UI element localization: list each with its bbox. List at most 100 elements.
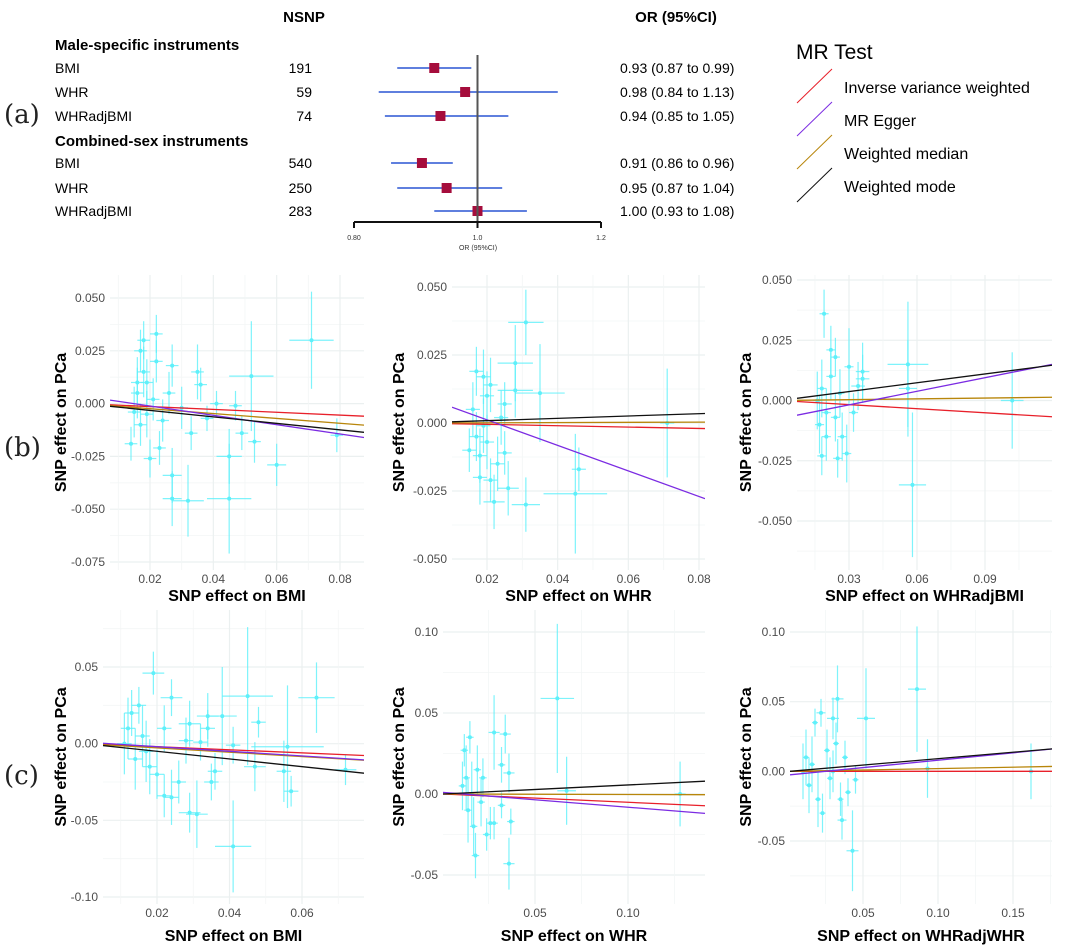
data-point (497, 363, 533, 418)
data-point (898, 340, 917, 437)
point-marker (523, 502, 528, 507)
scatter-panel-c3: 0.10 0.05 0.00 -0.05 0.05 0.10 0.15 SNP effect … (738, 610, 1052, 945)
point-marker (1010, 398, 1015, 403)
mr-lines (103, 742, 364, 774)
data-point (131, 357, 144, 408)
data-point (830, 337, 840, 377)
data-point (248, 420, 261, 463)
point-marker (252, 439, 257, 444)
data-point (117, 713, 132, 775)
row-label: WHRadjBMI (55, 108, 132, 124)
point-marker (844, 451, 849, 456)
data-point (837, 782, 844, 816)
point-marker (186, 498, 190, 503)
data-point (200, 405, 214, 432)
row-nsnp: 250 (289, 180, 313, 196)
row-or-text: 1.00 (0.93 to 1.08) (620, 203, 734, 219)
y-tick-label: -0.025 (758, 454, 792, 468)
data-point (207, 752, 223, 790)
data-point (479, 758, 487, 798)
point-marker (249, 374, 254, 379)
point-marker (828, 374, 833, 379)
point-marker (227, 496, 232, 501)
row-label: BMI (55, 60, 80, 76)
point-marker (170, 363, 175, 368)
data-point (157, 705, 172, 752)
y-tick-label: -0.05 (758, 834, 786, 848)
mr-line-weighted-mode (452, 412, 705, 423)
point-marker (817, 422, 822, 427)
point-marker (828, 347, 833, 352)
mr-line-inverse-variance-weighted (452, 423, 705, 430)
data-point (200, 709, 215, 747)
legend: MR Test Inverse variance weighted MR Egge… (796, 41, 1030, 203)
data-point (283, 775, 299, 807)
y-tick-label: 0.025 (762, 333, 792, 347)
data-point (826, 352, 836, 401)
x-tick-label: 0.04 (546, 572, 570, 586)
data-point (483, 474, 505, 530)
point-marker (833, 415, 838, 420)
estimate-marker (416, 158, 427, 168)
point-marker (495, 461, 500, 466)
data-point (156, 399, 169, 442)
data-point (137, 346, 150, 398)
y-tick-label: 0.10 (762, 625, 786, 639)
point-marker (831, 716, 835, 721)
point-marker (205, 726, 210, 731)
point-marker (573, 491, 578, 496)
x-axis-title: SNP effect on BMI (168, 588, 306, 605)
mr-lines (790, 748, 1052, 776)
y-tick-label: 0.00 (762, 764, 786, 778)
point-marker (853, 777, 858, 782)
data-point (134, 329, 147, 372)
point-marker (144, 380, 149, 385)
point-marker (475, 767, 480, 772)
point-marker (135, 380, 140, 385)
estimate-marker (429, 63, 440, 73)
point-marker (466, 808, 471, 813)
point-marker (506, 486, 511, 491)
point-marker (851, 410, 856, 415)
point-marker (227, 454, 232, 459)
forest-row: BMI 540 0.91 (0.86 to 0.96) (55, 155, 734, 171)
point-marker (147, 764, 152, 769)
mr-line-weighted-mode (103, 744, 364, 774)
x-tick-label: 0.04 (218, 906, 242, 920)
point-marker (231, 844, 236, 849)
y-tick-label: 0.050 (75, 291, 105, 305)
row-nsnp: 74 (296, 108, 312, 124)
point-marker (205, 416, 209, 421)
data-point (494, 390, 509, 445)
data-point (833, 439, 843, 478)
row-or-text: 0.91 (0.86 to 0.96) (620, 155, 734, 171)
point-marker (160, 418, 165, 423)
point-marker (154, 359, 159, 364)
panel-label-b: (b) (4, 433, 41, 463)
data-point (819, 793, 826, 833)
data-point (845, 778, 851, 807)
scatter-panel-b1: 0.050 0.025 0.000 -0.025 -0.050 -0.075 0.02 0.0… (53, 275, 364, 605)
point-marker (464, 775, 469, 780)
mr-line-mr-egger (452, 406, 705, 500)
x-tick-label: 0.10 (616, 906, 640, 920)
mr-lines (797, 363, 1052, 418)
data-point (819, 289, 829, 338)
data-point (267, 443, 287, 486)
point-marker (488, 382, 493, 387)
points (124, 291, 344, 554)
data-point (460, 734, 469, 767)
point-marker (154, 331, 159, 336)
data-point (483, 357, 498, 413)
point-marker (214, 401, 219, 406)
data-point (827, 757, 833, 800)
scatter-panel-b2: 0.050 0.025 0.000 -0.025 -0.050 0.02 0.04 0.06 0… (391, 275, 711, 605)
point-marker (819, 710, 823, 715)
data-point (503, 753, 515, 793)
data-point (571, 447, 586, 491)
x-tick-label: 0.04 (202, 572, 226, 586)
mr-line-weighted-median (452, 421, 705, 424)
x-axis-title: SNP effect on WHRadjBMI (825, 588, 1024, 605)
point-marker (474, 434, 479, 439)
point-marker (209, 780, 214, 784)
